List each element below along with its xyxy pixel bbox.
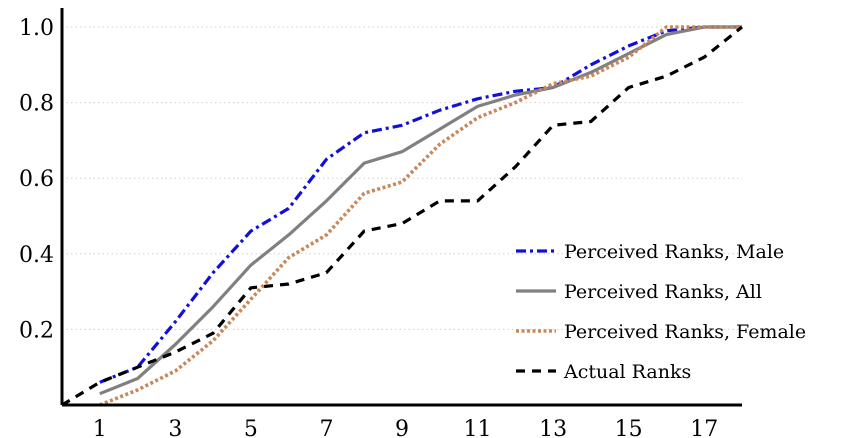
y-tick-label: 0.6 xyxy=(19,167,54,192)
x-tick-label: 17 xyxy=(690,417,718,438)
tick-labels: 1 3 5 7 9 11 13 15 170.20.40.60.81.0 xyxy=(19,16,718,438)
series-lines xyxy=(61,25,743,407)
y-tick-label: 1.0 xyxy=(19,16,54,41)
x-tick-label: 5 xyxy=(244,417,258,438)
series-line-3 xyxy=(61,25,743,407)
x-tick-label: 7 xyxy=(319,417,333,438)
x-tick-label: 9 xyxy=(395,417,409,438)
legend: Perceived Ranks, Male Perceived Ranks, Al… xyxy=(516,241,806,383)
legend-label-3: Actual Ranks xyxy=(563,361,691,383)
x-tick-label: 1 xyxy=(93,417,107,438)
x-tick-label: 13 xyxy=(539,417,567,438)
legend-label-2: Perceived Ranks, Female xyxy=(564,321,806,343)
axes xyxy=(60,8,742,407)
legend-label-0: Perceived Ranks, Male xyxy=(564,241,784,263)
series-line-2 xyxy=(99,25,742,407)
x-tick-label: 11 xyxy=(464,417,492,438)
y-tick-label: 0.8 xyxy=(19,92,54,117)
y-tick-label: 0.2 xyxy=(19,318,54,343)
grid-lines xyxy=(62,26,742,330)
y-tick-label: 0.4 xyxy=(19,243,54,268)
x-tick-label: 3 xyxy=(168,417,182,438)
series-line-0 xyxy=(99,25,742,384)
x-tick-label: 15 xyxy=(615,417,643,438)
legend-label-1: Perceived Ranks, All xyxy=(564,281,762,303)
